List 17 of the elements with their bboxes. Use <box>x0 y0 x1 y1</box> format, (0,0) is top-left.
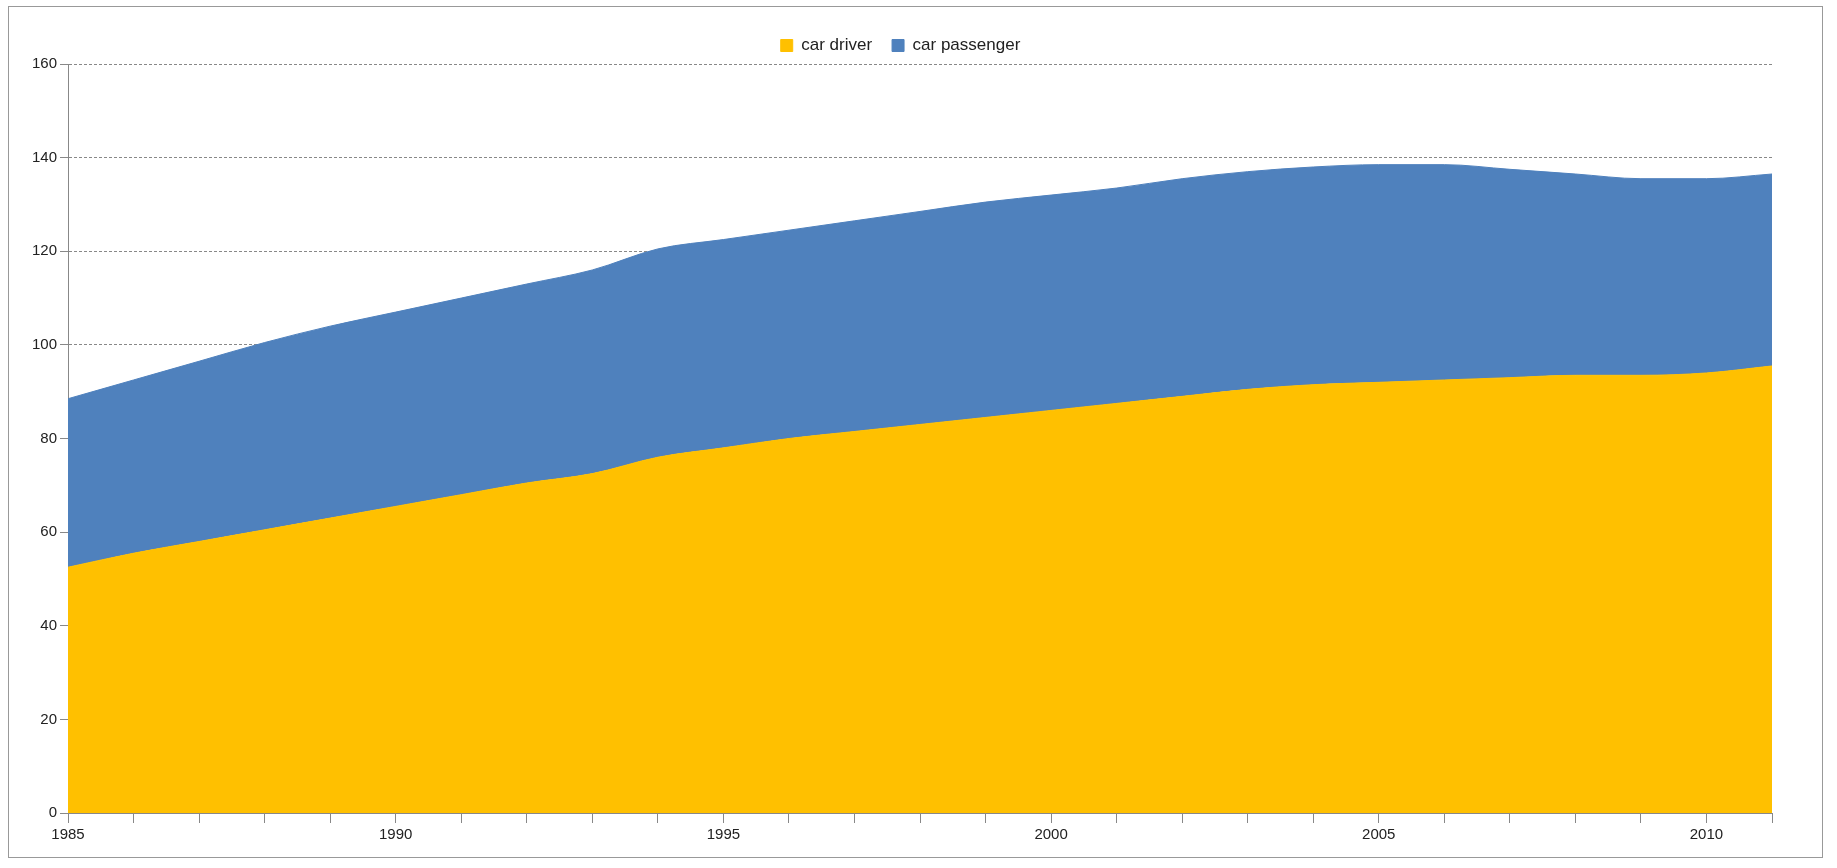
y-tick-label: 140 <box>32 147 58 165</box>
x-tick-label: 1985 <box>51 825 85 843</box>
x-tick-label: 2000 <box>1034 825 1068 843</box>
y-tick-label: 160 <box>32 54 58 72</box>
y-tick-label: 120 <box>32 241 58 259</box>
y-tick-label: 40 <box>40 615 58 633</box>
x-tick-label: 2005 <box>1362 825 1396 843</box>
x-tick-label: 1995 <box>706 825 741 843</box>
x-tick-label: 1990 <box>379 825 413 843</box>
y-tick-label: 100 <box>32 335 58 353</box>
y-tick-label: 80 <box>40 428 58 446</box>
legend-label: car passenger <box>912 35 1021 55</box>
y-tick-label: 60 <box>40 522 58 540</box>
legend-label: car driver <box>801 35 873 55</box>
y-tick-label: 0 <box>48 803 58 821</box>
x-tick-label: 2010 <box>1689 825 1724 843</box>
y-tick-label: 20 <box>40 709 58 727</box>
